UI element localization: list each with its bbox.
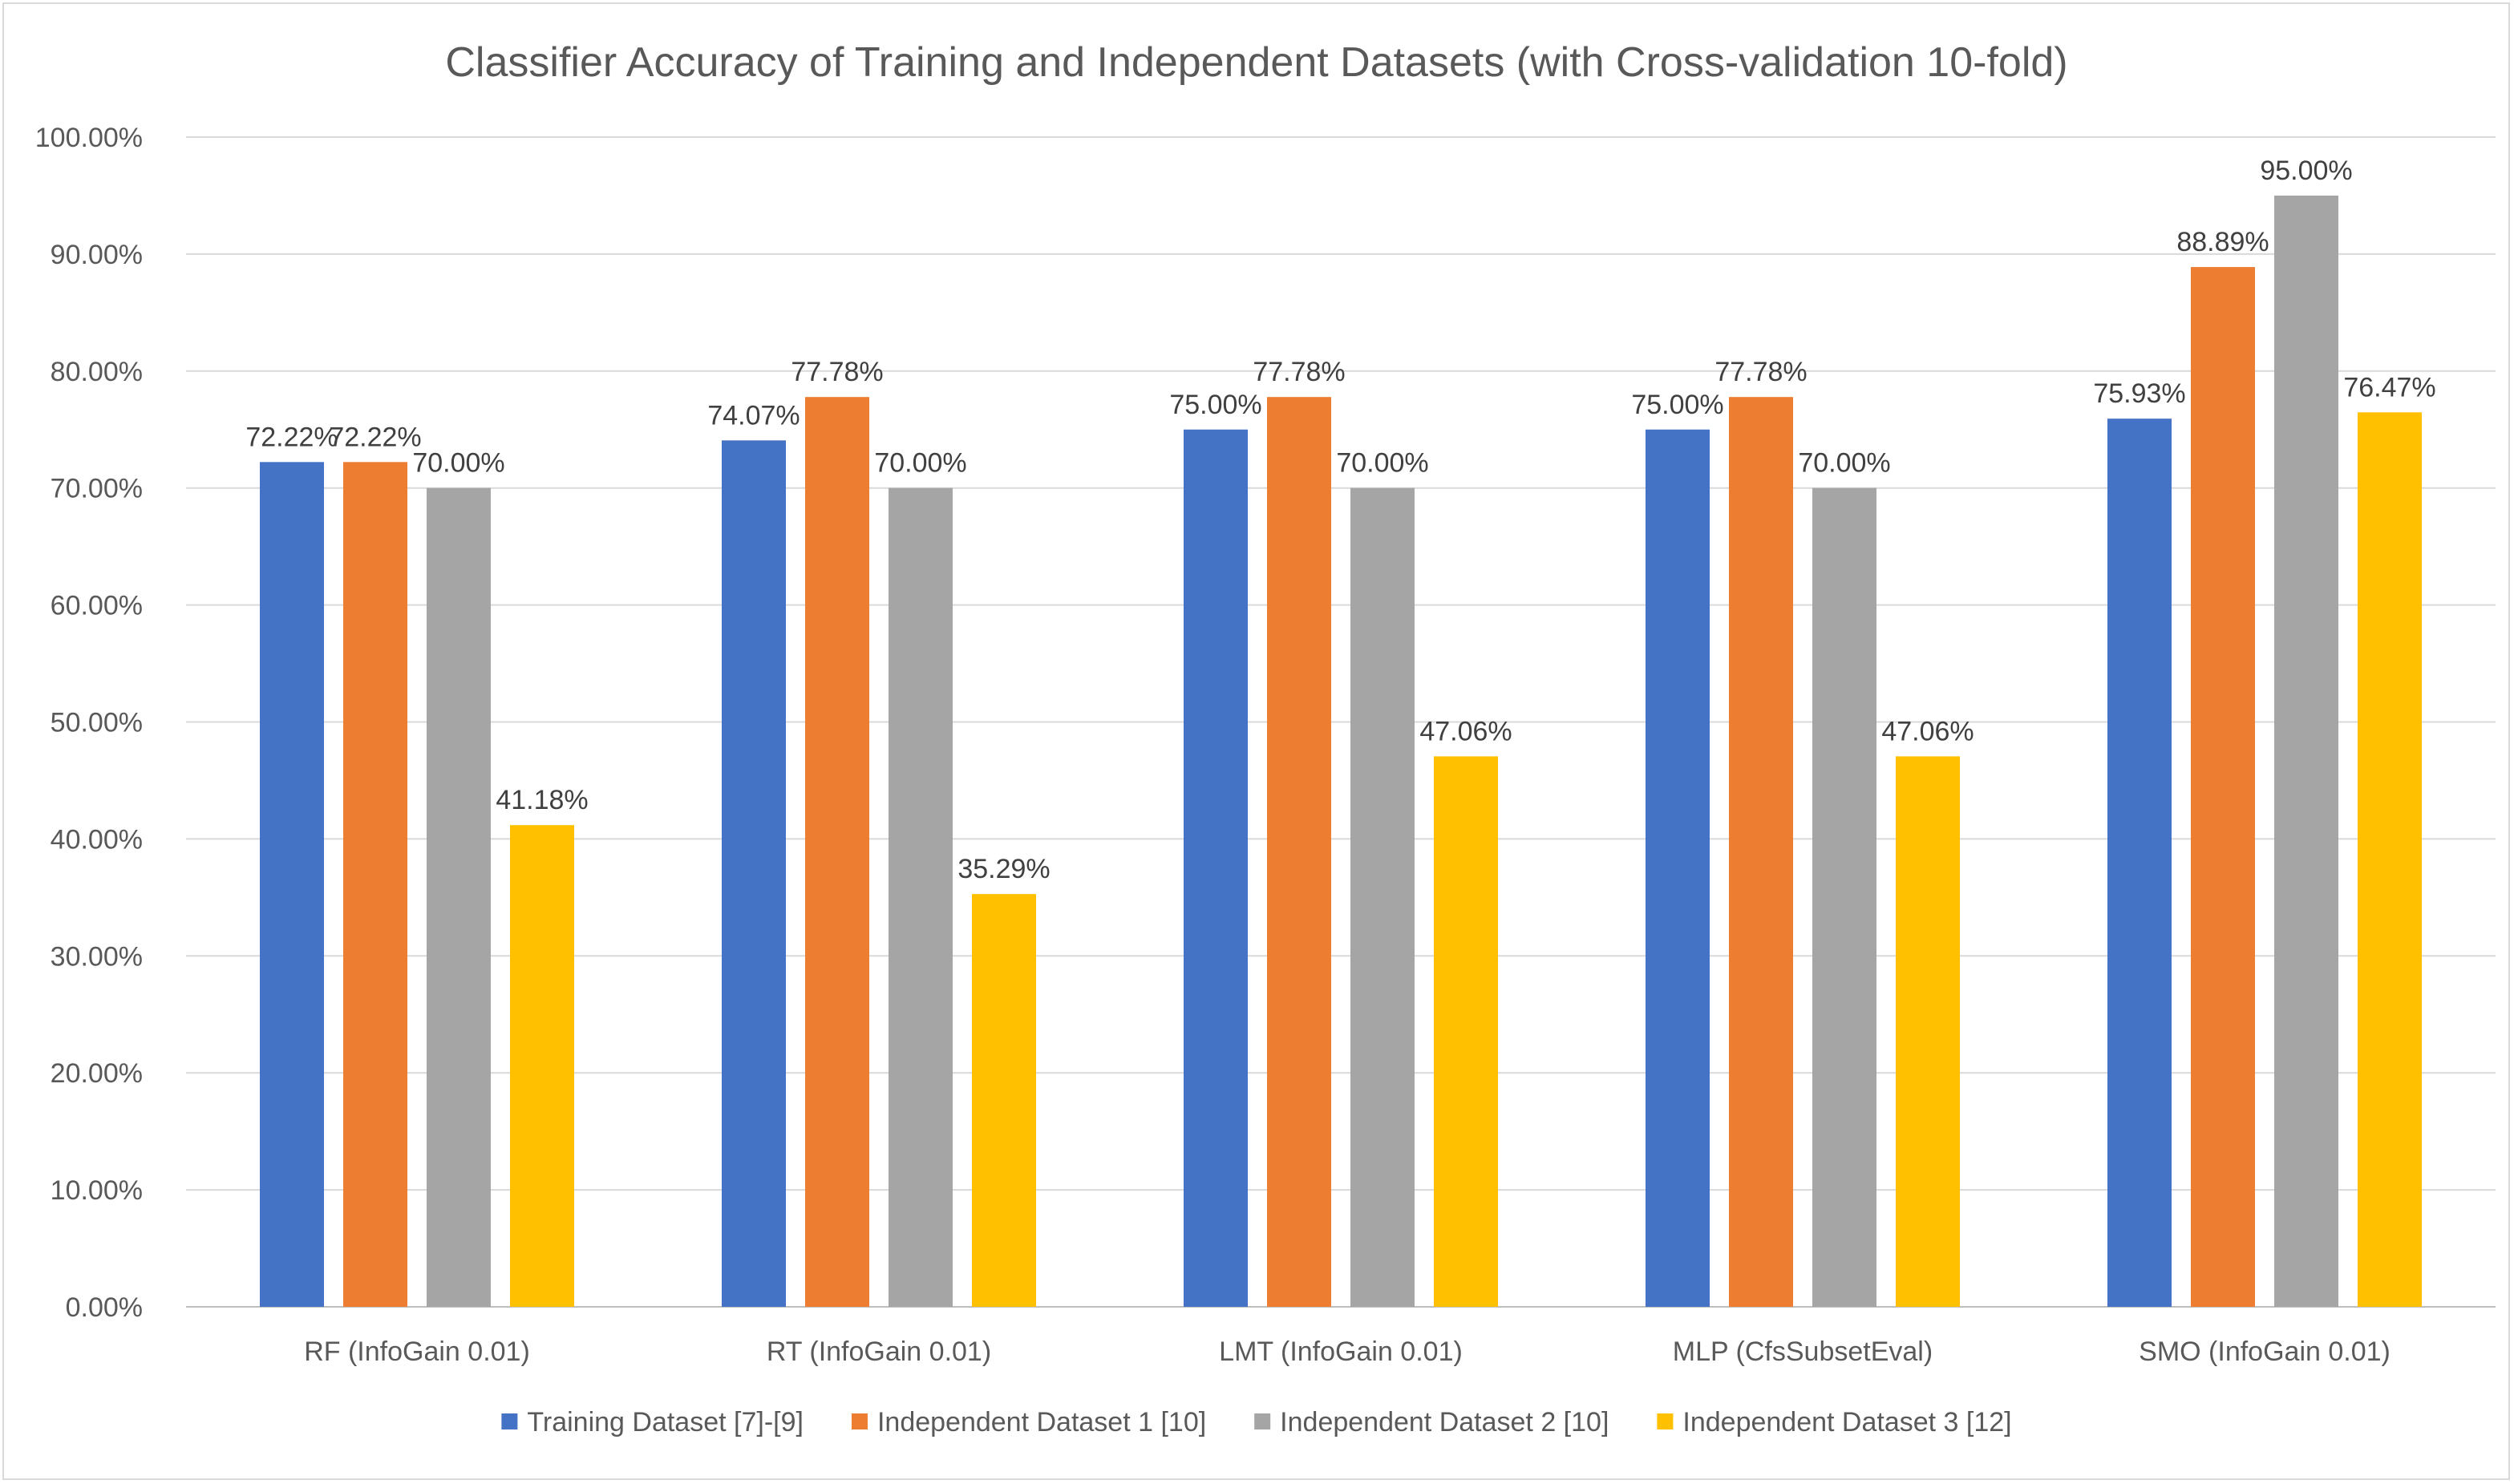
legend-item: Training Dataset [7]-[9] — [501, 1407, 804, 1437]
data-label: 72.22% — [329, 422, 421, 452]
data-label: 88.89% — [2176, 227, 2269, 257]
y-tick-label: 80.00% — [51, 357, 143, 387]
legend: Training Dataset [7]-[9] Independent Data… — [501, 1407, 2012, 1437]
data-label: 41.18% — [496, 785, 588, 815]
bar — [510, 825, 574, 1307]
bar — [1267, 397, 1331, 1307]
data-label: 95.00% — [2260, 156, 2352, 186]
y-tick-label: 50.00% — [51, 708, 143, 738]
y-tick-label: 30.00% — [51, 941, 143, 972]
y-tick-label: 90.00% — [51, 240, 143, 270]
x-category-label: RT (InfoGain 0.01) — [767, 1336, 991, 1367]
bar — [1729, 397, 1793, 1307]
bar — [2107, 419, 2172, 1307]
bar — [2274, 195, 2338, 1308]
data-label: 72.22% — [245, 422, 338, 452]
x-category-label: RF (InfoGain 0.01) — [304, 1336, 530, 1367]
data-label: 47.06% — [1419, 716, 1512, 746]
x-category-label: LMT (InfoGain 0.01) — [1219, 1336, 1463, 1367]
bars — [260, 195, 2422, 1308]
legend-swatch — [851, 1413, 868, 1429]
y-tick-label: 10.00% — [51, 1175, 143, 1206]
bar — [2358, 412, 2422, 1307]
legend-swatch — [501, 1413, 518, 1429]
legend-label: Independent Dataset 2 [10] — [1280, 1407, 1609, 1437]
legend-item: Independent Dataset 2 [10] — [1254, 1407, 1609, 1437]
y-tick-label: 20.00% — [51, 1058, 143, 1089]
y-tick-label: 40.00% — [51, 824, 143, 855]
data-label: 70.00% — [874, 448, 966, 479]
bar — [805, 397, 869, 1307]
bar — [1350, 487, 1415, 1307]
y-tick-label: 100.00% — [35, 123, 143, 153]
data-label: 35.29% — [957, 854, 1050, 884]
data-label: 77.78% — [1714, 357, 1807, 387]
x-axis-categories: RF (InfoGain 0.01) RT (InfoGain 0.01) LMT … — [304, 1336, 2391, 1367]
data-label: 77.78% — [1253, 357, 1345, 387]
data-label: 47.06% — [1881, 716, 1974, 746]
data-label: 75.00% — [1631, 390, 1723, 420]
bar — [972, 894, 1036, 1307]
bar — [260, 462, 324, 1307]
legend-swatch — [1254, 1413, 1271, 1429]
bar — [1812, 487, 1876, 1307]
bar — [889, 487, 953, 1307]
legend-label: Independent Dataset 3 [12] — [1682, 1407, 2011, 1437]
bar — [2191, 267, 2255, 1307]
y-tick-label: 70.00% — [51, 474, 143, 504]
data-label: 77.78% — [791, 357, 883, 387]
y-tick-label: 60.00% — [51, 591, 143, 621]
x-category-label: MLP (CfsSubsetEval) — [1673, 1336, 1933, 1367]
legend-swatch — [1657, 1413, 1674, 1429]
x-category-label: SMO (InfoGain 0.01) — [2139, 1336, 2391, 1367]
legend-label: Independent Dataset 1 [10] — [877, 1407, 1206, 1437]
data-label: 76.47% — [2343, 372, 2435, 402]
data-label: 75.00% — [1169, 390, 1261, 420]
data-label: 75.93% — [2093, 378, 2185, 409]
bar — [722, 440, 786, 1307]
y-tick-label: 0.00% — [66, 1292, 143, 1323]
legend-item: Independent Dataset 3 [12] — [1657, 1407, 2012, 1437]
bar — [1896, 756, 1960, 1307]
bar — [1184, 429, 1248, 1307]
bar — [1434, 756, 1498, 1307]
legend-item: Independent Dataset 1 [10] — [851, 1407, 1206, 1437]
data-label: 70.00% — [1336, 448, 1428, 479]
y-axis-ticks: 0.00% 10.00% 20.00% 30.00% 40.00% 50.00% 60.00… — [35, 123, 143, 1323]
bar — [427, 487, 491, 1307]
bar — [343, 462, 407, 1307]
data-labels: 72.22%72.22%70.00%41.18%74.07%77.78%70.0… — [245, 156, 2435, 884]
legend-label: Training Dataset [7]-[9] — [527, 1407, 804, 1437]
data-label: 70.00% — [412, 448, 504, 479]
chart-title: Classifier Accuracy of Training and Inde… — [445, 39, 2067, 86]
data-label: 70.00% — [1798, 448, 1890, 479]
data-label: 74.07% — [707, 400, 800, 431]
bar — [1646, 429, 1710, 1307]
